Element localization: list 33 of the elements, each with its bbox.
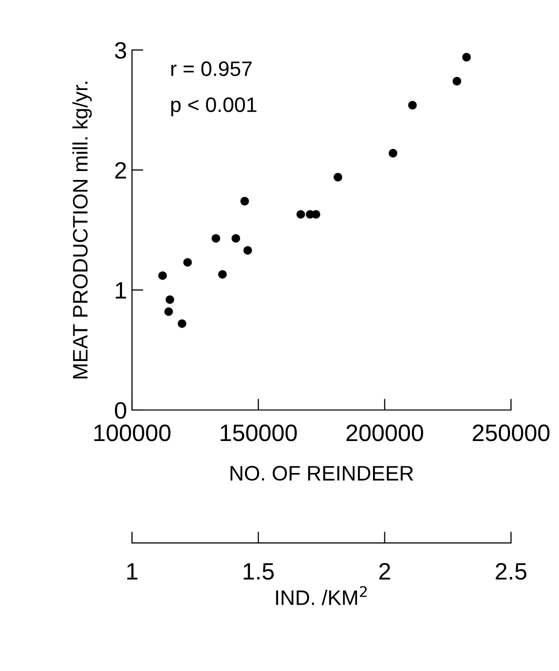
point xyxy=(212,234,220,243)
x-tick-label: 200000 xyxy=(346,424,424,442)
y-tick-label: 2 xyxy=(115,162,126,179)
x2-tick-label: 2 xyxy=(379,563,390,580)
point xyxy=(166,295,174,304)
annotation: p < 0.001 xyxy=(171,97,256,116)
point xyxy=(334,172,342,182)
x-tick-label: 250000 xyxy=(472,424,550,442)
point xyxy=(408,100,417,110)
x2-axis-title: IND. /KM$^{2}$ xyxy=(276,586,367,606)
point xyxy=(164,307,173,316)
point xyxy=(232,234,240,243)
y-tick-label: 1 xyxy=(116,282,126,299)
x2-tick-label: 2.5 xyxy=(496,563,526,580)
y-tick-label: 3 xyxy=(114,42,126,59)
point xyxy=(462,52,471,62)
x2-tick-label: 1.5 xyxy=(244,563,274,580)
x2-tick-label: 1 xyxy=(127,563,138,580)
point xyxy=(296,210,306,219)
y-axis-title: MEAT PRODUCTION mill. kg/yr. xyxy=(72,82,92,378)
point xyxy=(158,271,167,280)
point xyxy=(243,246,252,255)
point xyxy=(178,319,186,328)
y-tick-label: 0 xyxy=(114,402,126,419)
point xyxy=(388,148,398,158)
annotation: r = 0.957 xyxy=(171,61,252,76)
x-tick-label: 100000 xyxy=(94,424,170,442)
point xyxy=(218,270,227,279)
point xyxy=(452,76,462,86)
x-axis-title: NO. OF REINDEER xyxy=(230,466,414,481)
point xyxy=(240,196,249,206)
point xyxy=(183,258,192,267)
x-tick-label: 150000 xyxy=(220,424,297,442)
